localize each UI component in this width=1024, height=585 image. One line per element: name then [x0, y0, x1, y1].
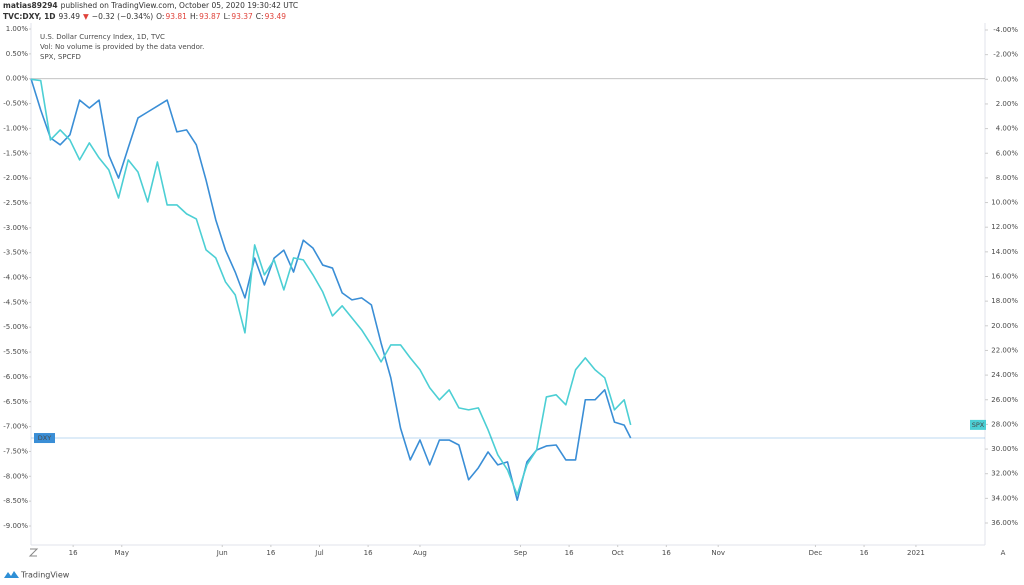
y2-tick-label: 20.00% [991, 322, 1018, 330]
y-tick-label: -5.00% [3, 323, 28, 331]
brand-name: TradingView [20, 571, 70, 580]
y-tick-label: -3.50% [3, 249, 28, 257]
price-label: DXY [38, 434, 51, 442]
auto-button[interactable]: A [997, 547, 1009, 558]
x-tick-label: 2021 [907, 549, 925, 557]
y2-tick-label: 32.00% [991, 470, 1018, 478]
y2-tick-label: 2.00% [996, 100, 1019, 108]
y-tick-label: -7.00% [3, 423, 28, 431]
y2-tick-label: 14.00% [991, 248, 1018, 256]
x-tick-label: Jun [216, 549, 228, 557]
y2-tick-label: 4.00% [996, 125, 1019, 133]
y2-tick-label: -4.00% [993, 26, 1018, 34]
ohlc-value: 93.81 [165, 12, 187, 21]
y2-tick-label: 18.00% [991, 297, 1018, 305]
y-tick-label: -1.50% [3, 149, 28, 157]
zoom-icon[interactable] [28, 547, 40, 558]
y-tick-label: -6.50% [3, 398, 28, 406]
x-tick-label: 16 [662, 549, 671, 557]
y-tick-label: -9.00% [3, 522, 28, 530]
legend-line: Vol: No volume is provided by the data v… [40, 43, 204, 51]
x-tick-label: Aug [413, 549, 427, 557]
x-tick-label: Nov [711, 549, 725, 557]
y-tick-label: 0.00% [6, 75, 29, 83]
ohlc-label: L: [224, 12, 231, 21]
y-tick-label: -2.50% [3, 199, 28, 207]
y2-tick-label: 8.00% [996, 174, 1019, 182]
y-tick-label: -0.50% [3, 100, 28, 108]
series-line [30, 78, 632, 496]
last-price: 93.49 [59, 12, 81, 21]
y2-tick-label: 34.00% [991, 494, 1018, 502]
change-arrow: ▼ [83, 12, 89, 21]
x-tick-label: Dec [809, 549, 823, 557]
ohlc-label: H: [190, 12, 198, 21]
y2-tick-label: 26.00% [991, 396, 1018, 404]
auto-button-bg[interactable] [997, 547, 1009, 558]
y-tick-label: -5.50% [3, 348, 28, 356]
y-tick-label: -1.00% [3, 124, 28, 132]
symbol: TVC:DXY, 1D [3, 12, 56, 21]
x-tick-label: Sep [514, 549, 528, 557]
author: matias89294 [3, 1, 58, 10]
legend-line: SPX, SPCFD [40, 53, 81, 61]
y-tick-label: -4.50% [3, 298, 28, 306]
ohlc-value: 93.87 [199, 12, 221, 21]
y2-tick-label: 12.00% [991, 223, 1018, 231]
header-line-2: TVC:DXY, 1D 93.49 ▼ −0.32 (−0.34%) O:93.81 H:… [3, 12, 286, 21]
change: −0.32 (−0.34%) [92, 12, 153, 21]
x-tick-label: 16 [860, 549, 869, 557]
x-tick-label: May [115, 549, 129, 557]
ohlc-value: 93.49 [265, 12, 287, 21]
x-tick-label: 16 [364, 549, 373, 557]
auto-button-label[interactable]: A [1001, 549, 1006, 557]
y-tick-label: -8.00% [3, 472, 28, 480]
price-label-box [34, 433, 55, 444]
price-label-box [970, 419, 986, 430]
x-tick-label: Jul [314, 549, 324, 557]
brand-logo [4, 571, 19, 578]
ohlc-label: C: [256, 12, 264, 21]
header-line-1: matias89294 published on TradingView.com,… [3, 1, 298, 10]
y-tick-label: -7.50% [3, 447, 28, 455]
y2-tick-label: 24.00% [991, 371, 1018, 379]
x-tick-label: 16 [69, 549, 78, 557]
y2-tick-label: 6.00% [996, 149, 1019, 157]
y2-tick-label: -2.00% [993, 51, 1018, 59]
y-tick-label: 0.50% [6, 50, 29, 58]
y2-tick-label: 36.00% [991, 519, 1018, 527]
y-tick-label: -2.00% [3, 174, 28, 182]
ohlc-value: 93.37 [231, 12, 253, 21]
y2-tick-label: 28.00% [991, 420, 1018, 428]
y-tick-label: -8.50% [3, 497, 28, 505]
y2-tick-label: 0.00% [996, 75, 1019, 83]
y-tick-label: -6.00% [3, 373, 28, 381]
y2-tick-label: 30.00% [991, 445, 1018, 453]
published: published on TradingView.com, October 05… [61, 1, 299, 10]
y-tick-label: -4.00% [3, 274, 28, 282]
ohlc-label: O: [156, 12, 164, 21]
legend-line: U.S. Dollar Currency Index, 1D, TVC [40, 33, 165, 41]
y2-tick-label: 10.00% [991, 199, 1018, 207]
y-tick-label: 1.00% [6, 25, 29, 33]
y2-tick-label: 22.00% [991, 346, 1018, 354]
y2-tick-label: 16.00% [991, 273, 1018, 281]
x-tick-label: 16 [266, 549, 275, 557]
y-tick-label: -3.00% [3, 224, 28, 232]
x-tick-label: Oct [612, 549, 624, 557]
brand: TradingView [4, 571, 70, 580]
x-tick-label: 16 [565, 549, 574, 557]
zoom-glyph [28, 548, 39, 557]
price-label: SPX [972, 421, 985, 429]
